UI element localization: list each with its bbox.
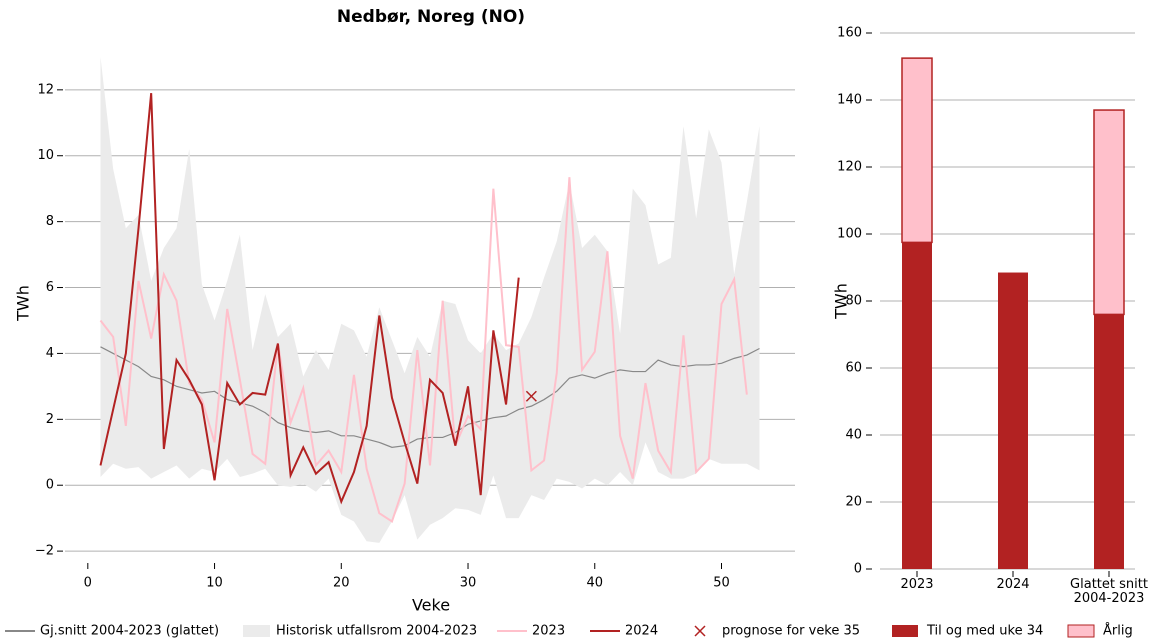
y-axis-label: TWh [14,285,33,322]
y-tick-label: 20 [845,495,862,510]
x-tick-label: Glattet snitt 2004-2023 [1070,577,1148,606]
legend-label: Historisk utfallsrom 2004-2023 [276,624,477,639]
x-tick-label: 40 [586,576,603,591]
legend-swatch [243,625,270,637]
x-axis-label: Veke [412,596,450,615]
bar [1093,109,1125,316]
y-tick-label: 10 [37,148,54,163]
legend-label: Årlig [1103,623,1133,639]
legend-label: 2024 [625,624,658,639]
y-tick-label: 80 [845,294,862,309]
y-tick-label: 140 [837,93,862,108]
y-tick-label: 120 [837,160,862,175]
bar [902,242,932,569]
x-tick-label: 0 [84,576,92,591]
chart-title: Nedbør, Noreg (NO) [337,7,525,27]
y-tick-label: 4 [46,346,54,361]
y-tick-label: 12 [37,82,54,97]
line [99,93,520,505]
forecast-marker [525,390,537,402]
y-tick-label: 0 [854,562,862,577]
x-tick-label: 2024 [996,577,1030,592]
y-axis-label: TWh [832,283,851,320]
x-tick-label: 50 [713,576,730,591]
legend-label: Gj.snitt 2004-2023 (glattet) [40,624,219,639]
y-tick-label: 60 [845,361,862,376]
legend-label: prognose for veke 35 [722,624,860,639]
legend-label: Til og med uke 34 [926,624,1043,639]
y-tick-label: 40 [845,428,862,443]
y-tick-label: 2 [46,412,54,427]
legend-swatch [892,625,918,637]
y-tick-label: 160 [837,26,862,41]
y-tick-label: 0 [46,478,54,493]
x-tick-label: 10 [206,576,223,591]
line [99,177,748,524]
bar [998,272,1028,569]
legend-swatch [1067,624,1095,638]
bar [1094,314,1124,569]
range-band [100,56,760,543]
y-tick-label: −2 [35,544,54,559]
x-tick-label: 2023 [900,577,934,592]
x-tick-label: 30 [460,576,477,591]
legend-swatch [694,625,706,637]
bar [901,57,933,244]
x-tick-label: 20 [333,576,350,591]
line [100,346,760,448]
legend-label: 2023 [532,624,565,639]
y-tick-label: 6 [46,280,54,295]
y-tick-label: 8 [46,214,54,229]
y-tick-label: 100 [837,227,862,242]
